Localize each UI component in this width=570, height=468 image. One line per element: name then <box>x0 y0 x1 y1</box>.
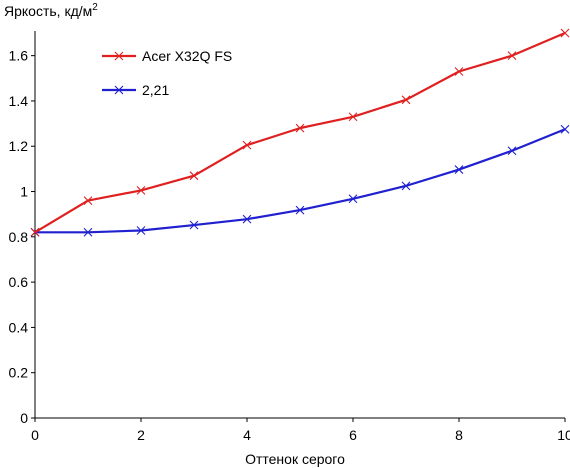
data-point-gamma <box>507 146 517 156</box>
data-point-acer <box>348 112 358 122</box>
data-point-acer <box>136 186 146 195</box>
data-point-acer <box>189 171 199 181</box>
data-point-gamma <box>454 165 464 174</box>
y-axis-title: Яркость, кд/м2 <box>4 2 98 19</box>
series-line-gamma <box>35 128 566 234</box>
y-tick-label: 0.4 <box>9 319 29 335</box>
data-point-gamma <box>136 226 146 235</box>
legend-entry-gamma: 2,21 <box>102 82 169 98</box>
data-point-acer <box>295 123 305 133</box>
y-tick-label: 1.4 <box>9 93 29 109</box>
data-point-acer <box>242 140 252 150</box>
axes <box>31 31 566 422</box>
y-tick-labels: 0 0.2 0.4 0.6 0.8 1 1.2 1.4 1.6 <box>9 48 29 426</box>
legend-swatch-marker <box>114 85 124 95</box>
data-point-acer <box>507 51 517 61</box>
legend-swatch-marker <box>114 51 124 61</box>
legend: Acer X32Q FS 2,21 <box>102 48 232 98</box>
x-tick-label: 2 <box>137 427 145 443</box>
data-point-acer <box>560 28 570 38</box>
y-tick-label: 1.2 <box>9 138 29 154</box>
y-tick-label: 0.6 <box>9 274 29 290</box>
x-tick-label: 8 <box>455 427 463 443</box>
data-point-gamma <box>348 194 358 204</box>
y-tick-label: 0.2 <box>9 365 29 381</box>
data-point-gamma <box>401 181 411 191</box>
series-acer <box>30 28 570 237</box>
y-tick-label: 0.8 <box>9 229 29 245</box>
x-tick-label: 0 <box>31 427 39 443</box>
data-point-acer <box>454 67 464 76</box>
data-point-gamma <box>295 205 305 215</box>
data-point-acer <box>401 95 411 105</box>
svg-text:Яркость, кд/м2: Яркость, кд/м2 <box>4 2 98 19</box>
y-tick-label: 1 <box>20 184 28 200</box>
series-group <box>30 28 570 237</box>
data-point-acer <box>30 227 40 237</box>
legend-entry-acer: Acer X32Q FS <box>102 48 232 64</box>
data-point-gamma <box>560 124 570 134</box>
series-line-acer <box>34 31 566 234</box>
x-tick-label: 10 <box>557 427 570 443</box>
data-point-acer <box>83 196 93 205</box>
y-tick-label: 1.6 <box>9 48 29 64</box>
y-axis-title-superscript: 2 <box>92 2 98 13</box>
x-tick-label: 4 <box>243 427 251 443</box>
y-axis-title-text: Яркость, кд/м <box>4 3 92 19</box>
data-point-gamma <box>189 220 199 230</box>
x-axis-title: Оттенок серого <box>245 451 345 467</box>
x-tick-label: 6 <box>349 427 357 443</box>
series-gamma <box>30 124 570 237</box>
data-point-gamma <box>83 227 93 237</box>
x-tick-labels: 0 2 4 6 8 10 <box>31 427 570 443</box>
legend-label-acer: Acer X32Q FS <box>142 48 232 64</box>
legend-label-gamma: 2,21 <box>142 82 169 98</box>
y-tick-label: 0 <box>20 410 28 426</box>
data-point-gamma <box>242 214 252 224</box>
